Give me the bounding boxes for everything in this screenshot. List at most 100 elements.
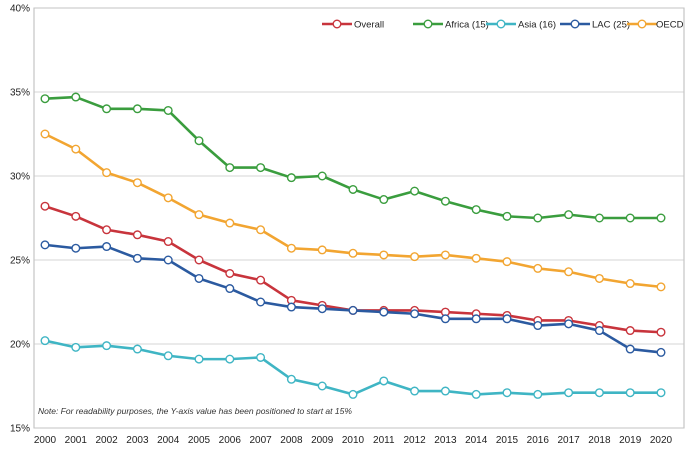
legend: Overall Africa (15) Asia (16) LAC (25) OECD (322, 20, 684, 31)
x-tick-label: 2009 (311, 435, 334, 446)
data-point (625, 279, 635, 289)
x-tick-label: 2010 (342, 435, 365, 446)
data-point (533, 389, 543, 399)
data-point (40, 129, 50, 139)
x-tick-label: 2011 (373, 435, 395, 446)
data-point (256, 297, 266, 307)
data-point (656, 327, 666, 337)
data-point (256, 352, 266, 362)
legend-item: Overall (322, 20, 384, 31)
data-point (317, 381, 327, 391)
data-point (71, 243, 81, 253)
data-point (379, 307, 389, 317)
data-point (194, 255, 204, 265)
data-point (102, 104, 112, 114)
data-point (410, 386, 420, 396)
data-point (625, 388, 635, 398)
data-point (194, 354, 204, 364)
data-point (379, 250, 389, 260)
data-point (102, 168, 112, 178)
x-tick-label: 2001 (65, 435, 88, 446)
x-tick-label: 2020 (650, 435, 673, 446)
x-tick-label: 2016 (527, 435, 550, 446)
data-point (533, 321, 543, 331)
legend-label: LAC (25) (592, 20, 630, 31)
legend-item: LAC (25) (560, 20, 630, 31)
data-point (594, 213, 604, 223)
data-point (40, 201, 50, 211)
data-point (379, 376, 389, 386)
data-point (194, 136, 204, 146)
series-lines (40, 92, 666, 399)
data-point (471, 253, 481, 263)
grid (33, 7, 685, 429)
data-point (656, 347, 666, 357)
data-point (256, 163, 266, 173)
data-point (225, 268, 235, 278)
data-point (317, 171, 327, 181)
data-point (132, 178, 142, 188)
data-point (317, 245, 327, 255)
data-point (533, 263, 543, 273)
chart-note: Note: For readability purposes, the Y-ax… (38, 406, 352, 416)
series-asia-16 (40, 336, 666, 399)
data-point (625, 213, 635, 223)
series-africa-15 (40, 92, 666, 223)
data-point (163, 105, 173, 115)
data-point (564, 210, 574, 220)
data-point (71, 342, 81, 352)
data-point (225, 163, 235, 173)
data-point (286, 374, 296, 384)
data-point (194, 210, 204, 220)
legend-label: Asia (16) (518, 20, 556, 31)
x-tick-label: 2006 (219, 435, 242, 446)
data-point (286, 243, 296, 253)
data-point (502, 388, 512, 398)
data-point (564, 267, 574, 277)
legend-swatch-marker (423, 19, 433, 29)
data-point (132, 253, 142, 263)
legend-item: OECD (627, 20, 684, 31)
data-point (625, 344, 635, 354)
data-point (348, 184, 358, 194)
x-tick-label: 2014 (465, 435, 488, 446)
legend-swatch-marker (332, 19, 342, 29)
data-point (348, 305, 358, 315)
x-tick-label: 2004 (157, 435, 180, 446)
data-point (102, 341, 112, 351)
data-point (656, 388, 666, 398)
data-point (410, 252, 420, 262)
data-point (625, 326, 635, 336)
data-point (225, 354, 235, 364)
x-tick-label: 2018 (588, 435, 611, 446)
data-point (256, 225, 266, 235)
data-point (71, 211, 81, 221)
data-point (440, 386, 450, 396)
x-tick-label: 2015 (496, 435, 519, 446)
axes: 15% 20% 25% 30% 35% 40% 2000 2001 2002 2003 2004 20… (10, 4, 673, 447)
y-tick-label: 15% (10, 424, 30, 435)
x-tick-label: 2008 (280, 435, 303, 446)
data-point (163, 255, 173, 265)
plot-area (33, 7, 685, 429)
data-point (163, 351, 173, 361)
data-point (163, 237, 173, 247)
data-point (502, 257, 512, 267)
data-point (533, 213, 543, 223)
data-point (348, 248, 358, 258)
data-point (132, 230, 142, 240)
series-lac-25 (40, 240, 666, 357)
data-point (40, 336, 50, 346)
y-tick-label: 20% (10, 340, 30, 351)
legend-swatch-marker (637, 19, 647, 29)
legend-swatch-marker (570, 19, 580, 29)
data-point (594, 388, 604, 398)
data-point (132, 104, 142, 114)
data-point (656, 282, 666, 292)
data-point (379, 195, 389, 205)
x-tick-label: 2000 (34, 435, 57, 446)
x-tick-label: 2005 (188, 435, 211, 446)
x-tick-label: 2002 (95, 435, 118, 446)
data-point (40, 240, 50, 250)
legend-swatch-marker (496, 19, 506, 29)
